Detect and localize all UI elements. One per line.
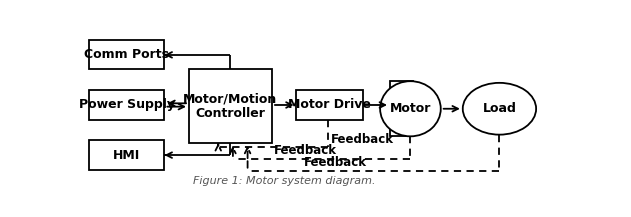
Bar <box>88 40 165 69</box>
Text: Feedback: Feedback <box>273 144 336 157</box>
Text: Figure 1: Motor system diagram.: Figure 1: Motor system diagram. <box>193 176 375 186</box>
Ellipse shape <box>463 83 536 135</box>
Text: Comm Ports: Comm Ports <box>84 48 169 61</box>
Text: Feedback: Feedback <box>331 133 394 146</box>
Text: Motor/Motion
Controller: Motor/Motion Controller <box>184 92 278 120</box>
Text: HMI: HMI <box>113 149 140 162</box>
Text: Motor Drive: Motor Drive <box>288 99 371 112</box>
Text: Feedback: Feedback <box>304 156 367 169</box>
Text: Motor: Motor <box>390 102 431 115</box>
Text: Power Supply: Power Supply <box>78 99 175 112</box>
Bar <box>88 140 165 170</box>
Ellipse shape <box>380 81 440 136</box>
Text: Load: Load <box>483 102 516 115</box>
Bar <box>88 90 165 120</box>
Bar <box>189 69 272 143</box>
Bar <box>390 81 413 136</box>
Bar <box>297 90 363 120</box>
